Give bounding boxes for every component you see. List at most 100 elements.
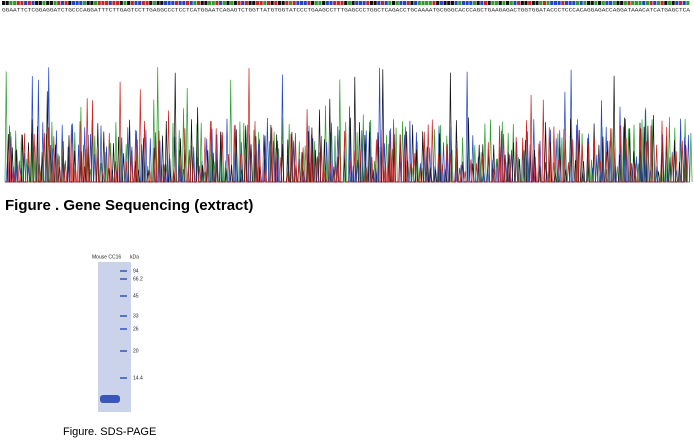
base-block	[174, 1, 179, 5]
base-block	[638, 1, 642, 5]
base-block	[410, 1, 414, 5]
base-block	[105, 1, 109, 5]
base-block	[539, 1, 543, 5]
base-block	[75, 1, 79, 5]
base-block	[303, 1, 307, 5]
base-block	[476, 1, 480, 5]
base-block	[93, 1, 98, 5]
base-block	[377, 1, 381, 5]
base-block	[528, 1, 532, 5]
base-block	[395, 1, 399, 5]
base-block	[68, 1, 72, 5]
base-block	[215, 1, 219, 5]
marker-band	[120, 377, 127, 379]
base-block	[336, 1, 340, 5]
base-block	[417, 1, 421, 5]
base-block	[285, 1, 289, 5]
sequence-text: GGAATTCTCGGAGGATCTGCCCAGGATTTCTTGAGTCCTT…	[2, 7, 690, 13]
base-block	[255, 1, 259, 5]
base-block	[649, 1, 653, 5]
base-block	[82, 1, 87, 5]
base-block	[498, 1, 502, 5]
base-block	[399, 1, 403, 5]
base-block	[406, 1, 410, 5]
marker-band	[120, 270, 127, 272]
base-block	[425, 1, 429, 5]
base-block	[517, 1, 521, 5]
chromatogram	[4, 67, 693, 183]
base-block	[524, 1, 528, 5]
base-block	[307, 1, 311, 5]
base-block	[480, 1, 484, 5]
base-block	[428, 1, 432, 5]
base-block	[108, 1, 112, 5]
base-block	[542, 1, 546, 5]
marker-label: 14.4	[133, 375, 143, 381]
base-block	[5, 1, 9, 5]
base-block	[204, 1, 208, 5]
base-block	[226, 1, 230, 5]
base-block	[211, 1, 215, 5]
base-block	[362, 1, 366, 5]
base-block	[601, 1, 605, 5]
unit-label: kDa	[130, 254, 139, 260]
base-block	[233, 1, 237, 5]
base-block	[145, 1, 149, 5]
base-block	[631, 1, 635, 5]
base-block	[531, 1, 535, 5]
base-block	[653, 1, 657, 5]
base-block	[347, 1, 351, 5]
base-block	[193, 1, 197, 5]
base-block	[513, 1, 517, 5]
base-block	[138, 1, 142, 5]
base-block	[546, 1, 550, 5]
base-block	[20, 1, 24, 5]
base-block	[27, 1, 31, 5]
base-block	[35, 1, 39, 5]
base-block	[443, 1, 447, 5]
base-block	[329, 1, 333, 5]
base-block	[421, 1, 425, 5]
base-block	[355, 1, 359, 5]
base-block	[465, 1, 469, 5]
marker-band	[120, 295, 127, 297]
base-color-strip	[2, 1, 690, 5]
base-block	[391, 1, 396, 5]
marker-label: 45	[133, 293, 139, 299]
base-block	[620, 1, 624, 5]
base-block	[156, 1, 160, 5]
base-block	[60, 1, 64, 5]
base-block	[535, 1, 539, 5]
base-block	[469, 1, 473, 5]
base-block	[616, 1, 620, 5]
marker-ladder: 94 66.2 45 33 26 20 14.4	[120, 268, 143, 381]
base-block	[152, 1, 156, 5]
marker-band	[120, 278, 127, 280]
base-block	[351, 1, 355, 5]
base-block	[432, 1, 436, 5]
base-block	[248, 1, 252, 5]
base-block	[340, 1, 344, 5]
base-block	[270, 1, 274, 5]
base-block	[586, 1, 591, 5]
base-block	[598, 1, 602, 5]
base-block	[130, 1, 134, 5]
base-block	[450, 1, 454, 5]
base-block	[388, 1, 392, 5]
base-block	[454, 1, 458, 5]
marker-label: 26	[133, 326, 139, 332]
base-block	[358, 1, 363, 5]
base-block	[568, 1, 572, 5]
base-block	[208, 1, 212, 5]
base-block	[414, 1, 418, 5]
base-block	[458, 1, 462, 5]
base-block	[182, 1, 186, 5]
base-block	[314, 1, 318, 5]
base-block	[686, 1, 690, 5]
base-block	[163, 1, 168, 5]
base-block	[244, 1, 248, 5]
trace	[5, 68, 688, 183]
base-block	[86, 1, 90, 5]
base-block	[642, 1, 646, 5]
